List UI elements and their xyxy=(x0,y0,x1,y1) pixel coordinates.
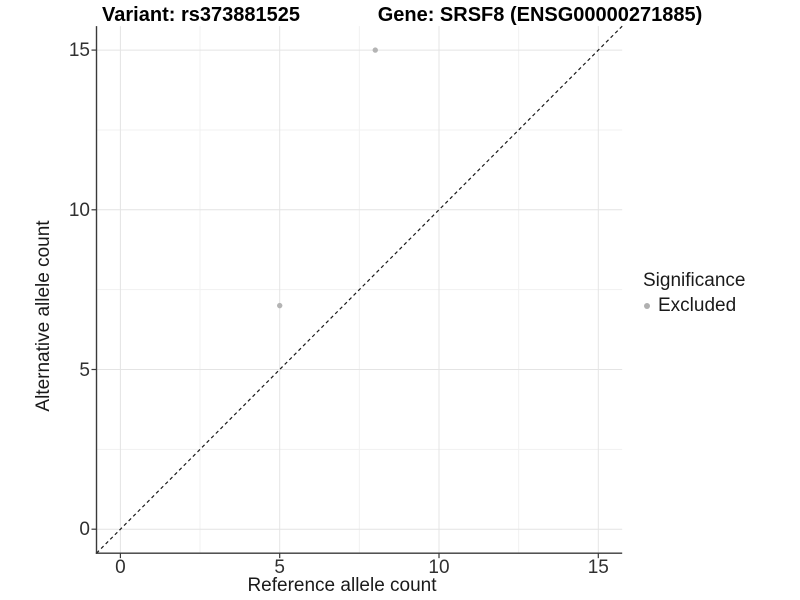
y-tick-label: 10 xyxy=(68,199,90,221)
legend-item-label: Excluded xyxy=(658,294,737,316)
data-point xyxy=(277,302,283,309)
plot-title-variant: Variant: rs373881525 xyxy=(102,4,300,26)
legend-key-point-icon xyxy=(644,302,650,309)
legend: Significance Excluded xyxy=(643,270,746,317)
data-point xyxy=(372,47,378,53)
y-tick-label: 0 xyxy=(79,519,90,541)
plot-title-gene: Gene: SRSF8 (ENSG00000271885) xyxy=(377,4,703,26)
y-axis-title: Alternative allele count xyxy=(33,220,54,412)
x-tick-label: 10 xyxy=(428,557,450,578)
x-axis-title: Reference allele count xyxy=(247,575,437,596)
x-tick-label: 0 xyxy=(115,557,126,578)
x-tick-label: 5 xyxy=(274,557,285,578)
identity-dashed-line xyxy=(96,25,623,554)
legend-title: Significance xyxy=(643,270,746,291)
legend-item-excluded: Excluded xyxy=(643,295,745,317)
y-tick-label: 5 xyxy=(79,359,90,381)
x-tick-label: 15 xyxy=(587,557,609,578)
y-tick-label: 15 xyxy=(68,40,90,62)
